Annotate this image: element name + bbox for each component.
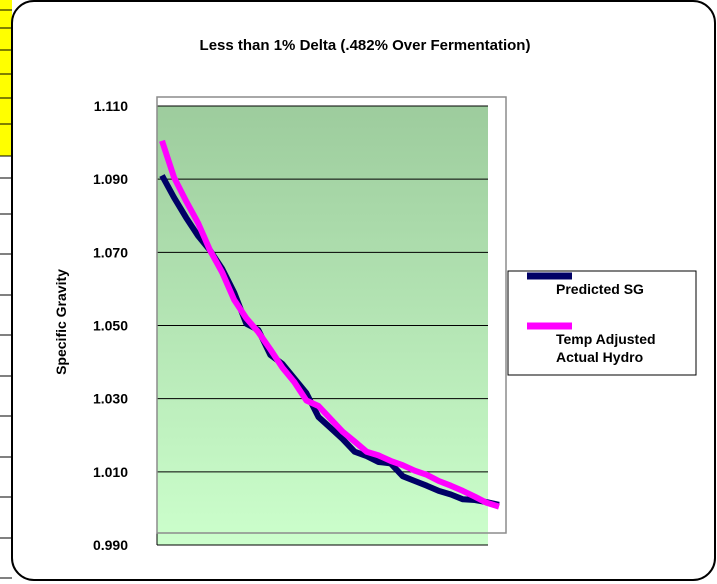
- y-tick-label: 1.090: [93, 171, 128, 187]
- plot-overlay-frame: [156, 96, 507, 534]
- series-line-temp-adjusted-actual-hydro: [159, 139, 500, 510]
- legend-label-temp-adjusted: Temp Adjusted Actual Hydro: [556, 331, 656, 365]
- y-tick-label: 1.030: [93, 391, 128, 407]
- y-tick-label: 1.010: [93, 464, 128, 480]
- y-tick-label: 0.990: [93, 537, 128, 553]
- background-cells: [0, 0, 12, 579]
- y-axis-label: Specific Gravity: [53, 269, 69, 375]
- y-tick-labels: 0.990 1.010 1.030 1.050 1.070 1.090 1.110: [93, 98, 128, 553]
- y-tick-label: 1.050: [93, 318, 128, 334]
- legend-label-predicted: Predicted SG: [556, 281, 644, 297]
- y-tick-label: 1.110: [94, 98, 128, 114]
- chart-title: Less than 1% Delta (.482% Over Fermentat…: [200, 37, 531, 54]
- series-lines: [159, 139, 500, 510]
- gridlines: [156, 105, 488, 546]
- y-tick-label: 1.070: [93, 244, 128, 260]
- legend: Predicted SG Temp Adjusted Actual Hydro: [507, 270, 697, 376]
